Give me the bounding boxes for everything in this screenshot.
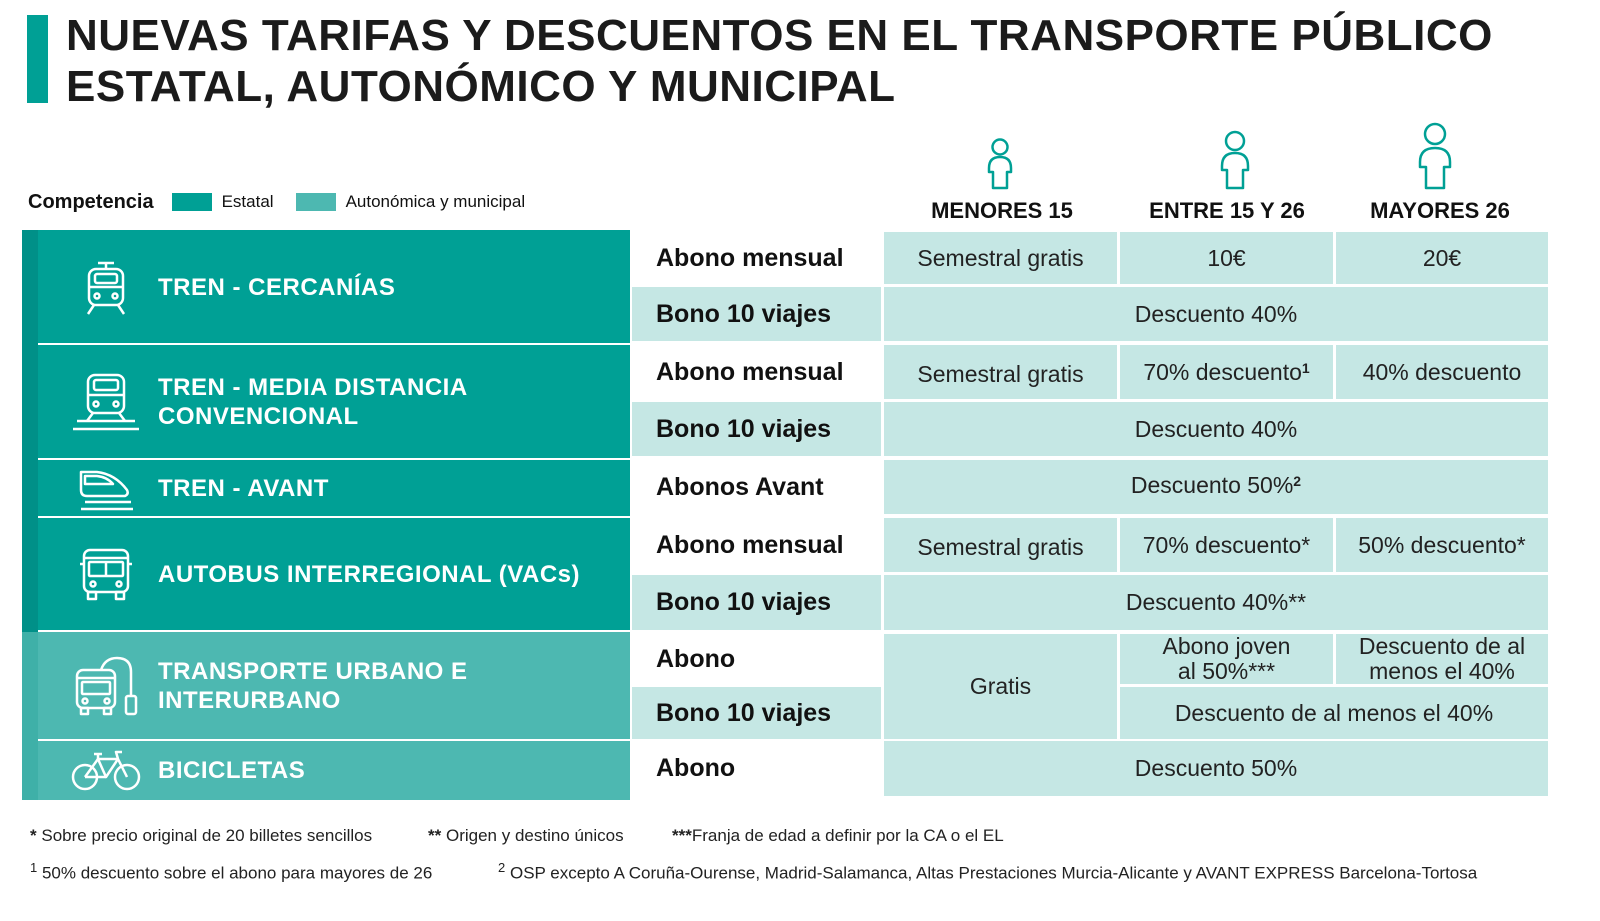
footnote-5: 2 OSP excepto A Coruña-Ourense, Madrid-S… xyxy=(498,860,1477,884)
separator xyxy=(38,739,630,741)
product-abono: Abono xyxy=(632,741,881,796)
mode-bicicletas: BICICLETAS xyxy=(40,741,630,800)
footnote-mark: 2 xyxy=(498,860,506,875)
value-cell: Semestral gratis xyxy=(884,518,1117,572)
value-cell: Semestral gratis xyxy=(884,232,1117,284)
autonomica-band-edge xyxy=(22,632,38,800)
col-header-entre-15-26: ENTRE 15 Y 26 xyxy=(1149,198,1305,223)
footnote-3: ***Franja de edad a definir por la CA o … xyxy=(672,826,1004,846)
product-abono-mensual: Abono mensual xyxy=(632,345,881,399)
legend-swatch-autonomica xyxy=(295,193,336,211)
mode-name: TRANSPORTE URBANO E INTERURBANO xyxy=(158,657,468,715)
legend-text-autonomica: Autonómica y municipal xyxy=(345,192,526,211)
separator xyxy=(38,458,630,460)
value-text-line-2: menos el 40% xyxy=(1369,658,1515,684)
bus-icon xyxy=(80,548,132,601)
mode-tren-cercanias: TREN - CERCANÍAS xyxy=(40,232,630,343)
value-cell: Descuento 50% xyxy=(884,741,1548,796)
autonomica-band xyxy=(22,632,630,800)
footnote-text: Franja de edad a definir por la CA o el … xyxy=(691,826,1004,845)
mode-name-line-1: TREN - MEDIA DISTANCIA xyxy=(158,373,468,401)
mode-name: TREN - AVANT xyxy=(158,474,329,502)
mode-name: TREN - MEDIA DISTANCIA CONVENCIONAL xyxy=(158,373,468,431)
product-bono-10: Bono 10 viajes xyxy=(632,687,881,739)
product-bono-10: Bono 10 viajes xyxy=(632,575,881,630)
value-text: Descuento 50% xyxy=(1130,471,1294,498)
mode-tren-avant: TREN - AVANT xyxy=(40,460,630,516)
mode-tren-media-distancia: TREN - MEDIA DISTANCIA CONVENCIONAL xyxy=(40,345,630,458)
mode-name-line-2: INTERURBANO xyxy=(158,686,341,714)
product-abonos-avant: Abonos Avant xyxy=(632,460,881,514)
person-medium-icon xyxy=(1220,130,1250,190)
mode-name: BICICLETAS xyxy=(158,757,306,784)
value-text-line-1: Abono joven xyxy=(1162,633,1291,659)
person-small-icon xyxy=(987,138,1013,190)
footnote-text: Origen y destino únicos xyxy=(445,826,624,845)
legend-label: Competencia xyxy=(28,190,154,213)
title-accent-bar xyxy=(27,15,48,103)
value-cell: Descuento 40%** xyxy=(884,575,1548,630)
value-cell: Descuento 40% xyxy=(884,287,1548,341)
product-bono-10: Bono 10 viajes xyxy=(632,287,881,341)
footnote-mark: * xyxy=(30,826,37,845)
value-text-line-2: al 50%*** xyxy=(1177,658,1276,684)
footnote-mark: *** xyxy=(672,826,692,845)
legend: Competencia Estatal Autonómica y municip… xyxy=(28,190,547,214)
footnote-text: Sobre precio original de 20 billetes sen… xyxy=(41,826,373,845)
train-icon xyxy=(86,261,126,315)
page-title: NUEVAS TARIFAS Y DESCUENTOS EN EL TRANSP… xyxy=(66,10,1493,112)
value-cell: 40% descuento xyxy=(1336,345,1548,399)
value-cell: 70% descuento 1 xyxy=(1120,345,1333,399)
separator xyxy=(38,516,630,518)
product-bono-10: Bono 10 viajes xyxy=(632,402,881,456)
separator xyxy=(38,343,630,345)
value-cell: 50% descuento* xyxy=(1336,518,1548,572)
value-cell: Descuento 40% xyxy=(884,402,1548,456)
city-bus-icon xyxy=(75,656,138,715)
product-abono: Abono xyxy=(632,634,881,684)
footnote-ref: 2 xyxy=(1293,472,1302,489)
mode-name: AUTOBUS INTERREGIONAL (VACs) xyxy=(158,560,581,588)
value-cell: 10€ xyxy=(1120,232,1333,284)
footnote-4: 1 50% descuento sobre el abono para mayo… xyxy=(30,860,432,884)
value-cell: Descuento de al menos el 40% xyxy=(1336,634,1548,684)
person-large-icon xyxy=(1418,122,1452,190)
value-cell: Descuento de al menos el 40% xyxy=(1120,687,1548,739)
value-cell: Descuento 50% 2 xyxy=(884,460,1548,514)
title-line-2: ESTATAL, AUTONÓMICO Y MUNICIPAL xyxy=(66,62,896,111)
title-line-1: NUEVAS TARIFAS Y DESCUENTOS EN EL TRANSP… xyxy=(66,11,1493,60)
mode-name: TREN - CERCANÍAS xyxy=(158,274,396,301)
footnote-text: 50% descuento sobre el abono para mayore… xyxy=(41,863,433,883)
col-header-mayores-26: MAYORES 26 xyxy=(1370,198,1510,223)
footnote-ref: 1 xyxy=(1301,359,1310,376)
value-cell: Semestral gratis xyxy=(884,345,1117,399)
separator xyxy=(38,630,630,632)
product-abono-mensual: Abono mensual xyxy=(632,232,881,284)
footnote-2: ** Origen y destino únicos xyxy=(428,826,624,846)
value-cell: 20€ xyxy=(1336,232,1548,284)
footnote-text: OSP excepto A Coruña-Ourense, Madrid-Sal… xyxy=(509,863,1478,883)
mode-name-line-2: CONVENCIONAL xyxy=(158,402,359,430)
value-text-line-1: Descuento de al xyxy=(1358,633,1526,659)
high-speed-train-icon xyxy=(79,470,133,511)
value-cell: Gratis xyxy=(884,634,1117,739)
bicycle-icon xyxy=(71,750,141,790)
footnote-mark: 1 xyxy=(30,860,38,875)
mode-autobus-interregional: AUTOBUS INTERREGIONAL (VACs) xyxy=(40,518,630,630)
footnote-mark: ** xyxy=(428,826,442,845)
product-abono-mensual: Abono mensual xyxy=(632,518,881,572)
col-header-menores-15: MENORES 15 xyxy=(931,198,1073,223)
legend-swatch-estatal xyxy=(171,193,212,211)
value-cell: Abono joven al 50%*** xyxy=(1120,634,1333,684)
mode-name-line-1: TRANSPORTE URBANO E xyxy=(158,657,468,685)
value-text: 70% descuento xyxy=(1143,358,1302,385)
legend-text-estatal: Estatal xyxy=(221,192,274,211)
value-cell: 70% descuento* xyxy=(1120,518,1333,572)
mode-transporte-urbano: TRANSPORTE URBANO E INTERURBANO xyxy=(40,632,630,739)
train-rails-icon xyxy=(73,373,139,430)
estatal-band-edge xyxy=(22,230,38,632)
footnote-1: * Sobre precio original de 20 billetes s… xyxy=(30,826,372,846)
